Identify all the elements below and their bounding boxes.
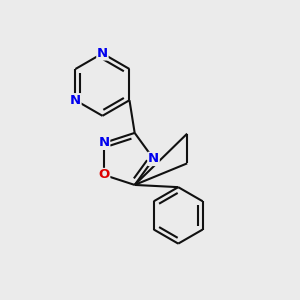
Text: N: N [98, 136, 110, 149]
Text: O: O [98, 169, 110, 182]
Text: N: N [97, 47, 108, 60]
Text: N: N [148, 152, 159, 165]
Text: N: N [70, 94, 81, 107]
